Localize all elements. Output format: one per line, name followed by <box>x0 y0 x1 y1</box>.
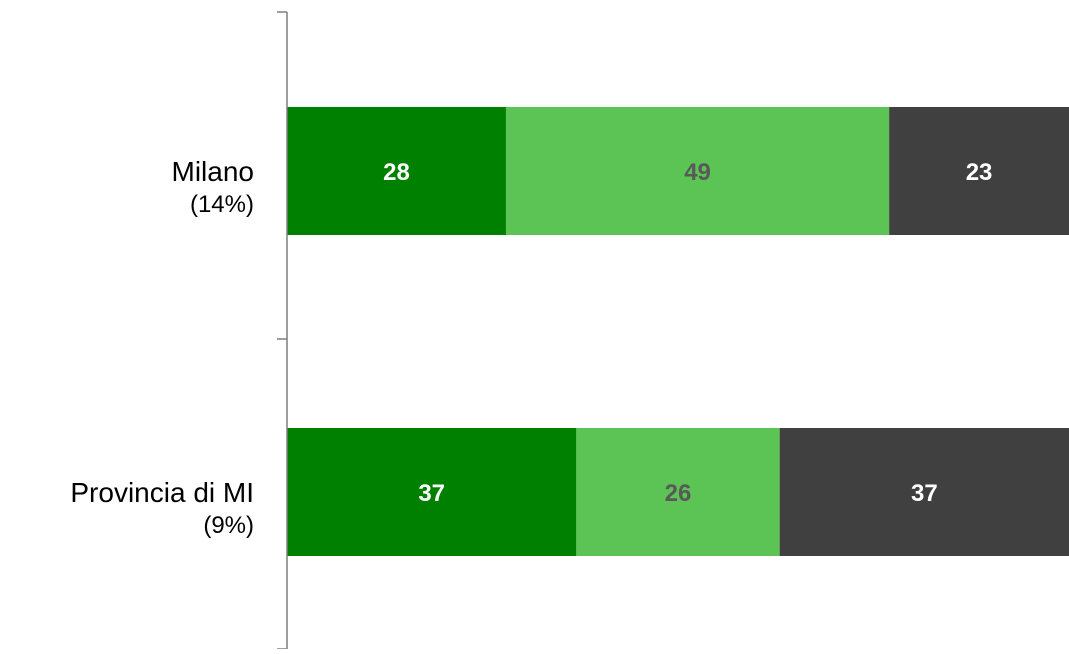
bar-segment <box>779 428 1069 556</box>
bar-segment <box>287 107 506 235</box>
category-label: Provincia di MI <box>70 477 254 508</box>
bar-segment <box>576 428 780 556</box>
category-label: Milano <box>172 156 254 187</box>
data-label: 49 <box>684 159 711 186</box>
bar-segment <box>505 107 890 235</box>
bar-segment <box>287 428 577 556</box>
data-label: 37 <box>418 480 445 507</box>
category-sublabel: (9%) <box>203 512 254 539</box>
data-label: 23 <box>966 159 993 186</box>
data-label: 28 <box>383 159 410 186</box>
data-label: 37 <box>911 480 938 507</box>
bar-segment <box>889 107 1069 235</box>
category-sublabel: (14%) <box>190 191 254 218</box>
data-label: 26 <box>665 480 692 507</box>
